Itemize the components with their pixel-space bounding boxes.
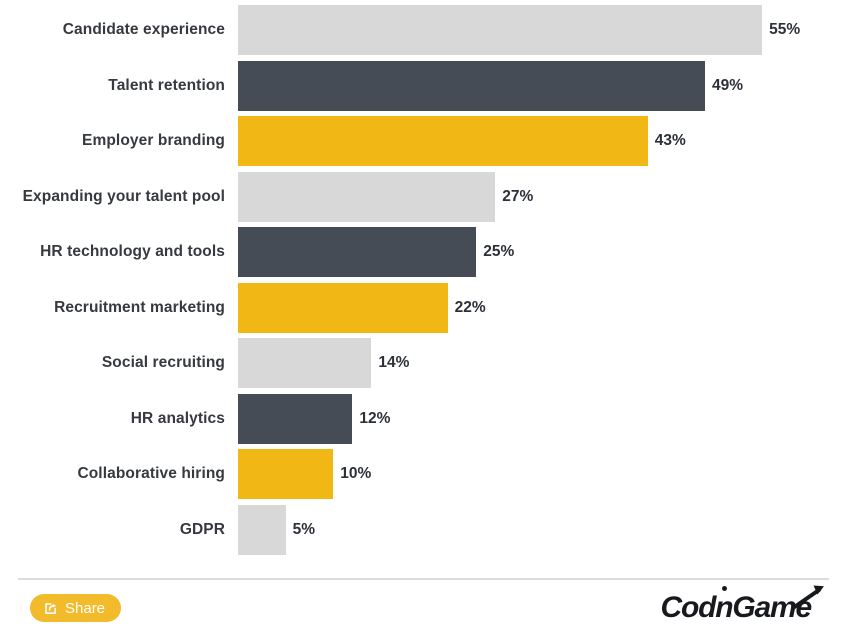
category-label: HR analytics: [130, 409, 225, 427]
value-label: 14%: [378, 354, 410, 371]
bar-track: 12%: [238, 393, 846, 444]
value-label: 55%: [769, 21, 801, 38]
bar-track: 5%: [238, 504, 846, 555]
bar-track: 49%: [238, 60, 846, 111]
chart-row: Candidate experience 55%: [0, 5, 846, 55]
chart-row: Social recruiting 14%: [0, 338, 846, 388]
bar: [238, 60, 705, 111]
share-export-icon: [43, 601, 58, 616]
value-label: 49%: [711, 76, 743, 94]
bar: [238, 227, 477, 277]
bar: [238, 449, 334, 499]
footer: Share CodnGame: [30, 585, 824, 628]
codingame-logo[interactable]: CodnGame: [660, 585, 824, 624]
bar: [238, 282, 448, 333]
chart-row: HR analytics 12%: [0, 393, 846, 444]
chart-row: GDPR 5%: [0, 504, 846, 555]
bar-track: 43%: [238, 116, 846, 166]
share-button-label: Share: [65, 599, 106, 617]
bar: [238, 116, 648, 166]
bar-track: 14%: [238, 338, 846, 388]
value-label: 25%: [483, 243, 515, 260]
bar-track: 10%: [238, 449, 846, 499]
category-label: Employer branding: [82, 132, 225, 149]
logo-arrow-icon: [791, 584, 825, 616]
value-label: 5%: [292, 520, 316, 538]
bar: [238, 504, 286, 555]
value-label: 22%: [454, 298, 486, 316]
category-label: Social recruiting: [101, 354, 225, 371]
logo-text-game: Game: [732, 591, 812, 624]
category-label: GDPR: [179, 520, 225, 538]
chart-row: Collaborative hiring 10%: [0, 449, 846, 499]
bar: [238, 5, 763, 55]
value-label: 10%: [340, 465, 372, 482]
chart-row: Employer branding 43%: [0, 116, 846, 166]
value-label: 12%: [359, 409, 391, 427]
bar-track: 25%: [238, 227, 846, 277]
chart-row: Expanding your talent pool 27%: [0, 171, 846, 222]
footer-divider: [18, 578, 829, 580]
logo-dotted-n: n: [715, 591, 733, 624]
chart-row: HR technology and tools 25%: [0, 227, 846, 277]
bar: [238, 338, 372, 388]
category-label: Expanding your talent pool: [22, 187, 225, 205]
bar: [238, 393, 353, 444]
category-label: Recruitment marketing: [54, 298, 225, 316]
value-label: 27%: [502, 187, 534, 205]
bar-chart: Candidate experience 55% Talent retentio…: [0, 5, 846, 555]
value-label: 43%: [654, 132, 686, 149]
category-label: HR technology and tools: [40, 243, 225, 260]
category-label: Talent retention: [108, 76, 225, 94]
category-label: Candidate experience: [62, 21, 225, 38]
logo-text-cod: Cod: [660, 591, 717, 624]
chart-row: Recruitment marketing 22%: [0, 282, 846, 333]
share-button[interactable]: Share: [30, 594, 122, 622]
category-label: Collaborative hiring: [77, 465, 225, 482]
chart-row: Talent retention 49%: [0, 60, 846, 111]
bar-track: 27%: [238, 171, 846, 222]
bar-track: 22%: [238, 282, 846, 333]
bar: [238, 171, 496, 222]
bar-track: 55%: [238, 5, 846, 55]
